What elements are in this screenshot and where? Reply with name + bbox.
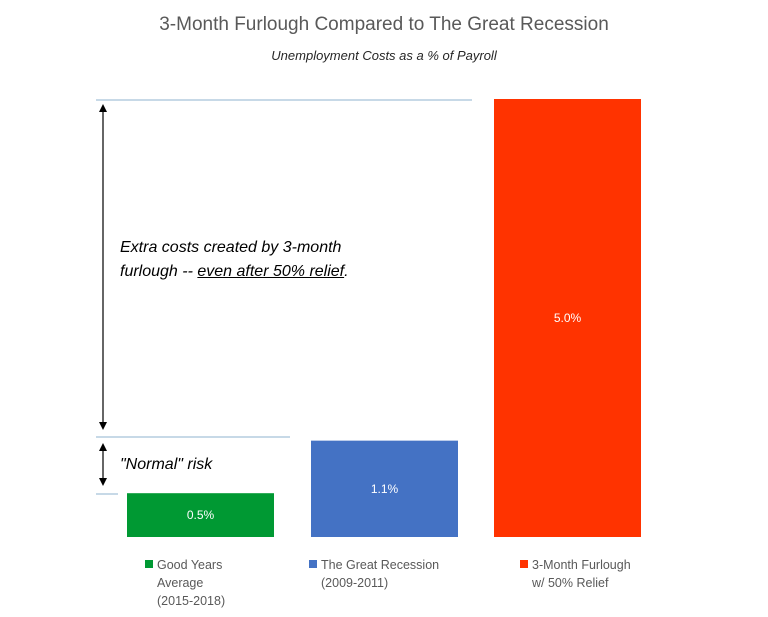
legend-label: 3-Month Furlough — [532, 558, 631, 572]
chart-subtitle: Unemployment Costs as a % of Payroll — [271, 48, 497, 63]
bar-2 — [311, 440, 458, 537]
extra-cost-underlined: even after 50% relief — [197, 263, 345, 280]
legend-item-furlough: 3-Month Furlough w/ 50% Relief — [520, 556, 631, 592]
legend-label: (2009-2011) — [321, 576, 389, 590]
normal-risk-annotation: "Normal" risk — [120, 456, 213, 473]
chart-title: 3-Month Furlough Compared to The Great R… — [159, 14, 609, 35]
legend-item-great-recession: The Great Recession (2009-2011) — [309, 556, 439, 592]
bar-data-label-3: 5.0% — [554, 311, 582, 325]
legend-item-good-years: Good Years Average (2015-2018) — [145, 556, 225, 610]
legend-label: The Great Recession — [321, 558, 440, 572]
legend-label: Good Years — [157, 558, 223, 572]
extra-cost-line2-prefix: furlough -- — [120, 263, 198, 280]
legend-label: (2015-2018) — [157, 594, 226, 608]
bar-data-label-1: 0.5% — [187, 508, 215, 522]
extra-cost-line2-suffix: . — [344, 263, 349, 280]
legend-swatch-red — [520, 560, 528, 568]
legend-label: w/ 50% Relief — [532, 576, 609, 590]
bar-1 — [127, 493, 274, 537]
legend-swatch-green — [145, 560, 153, 568]
legend-label: Average — [157, 576, 204, 590]
bar-data-label-2: 1.1% — [371, 482, 399, 496]
bars-group: 0.5% 1.1% 5.0% — [127, 99, 641, 537]
extra-cost-annotation: Extra costs created by 3-month furlough … — [120, 236, 349, 284]
bar-3 — [494, 99, 641, 537]
extra-cost-line1: Extra costs created by 3-month — [120, 239, 342, 256]
legend-swatch-blue — [309, 560, 317, 568]
